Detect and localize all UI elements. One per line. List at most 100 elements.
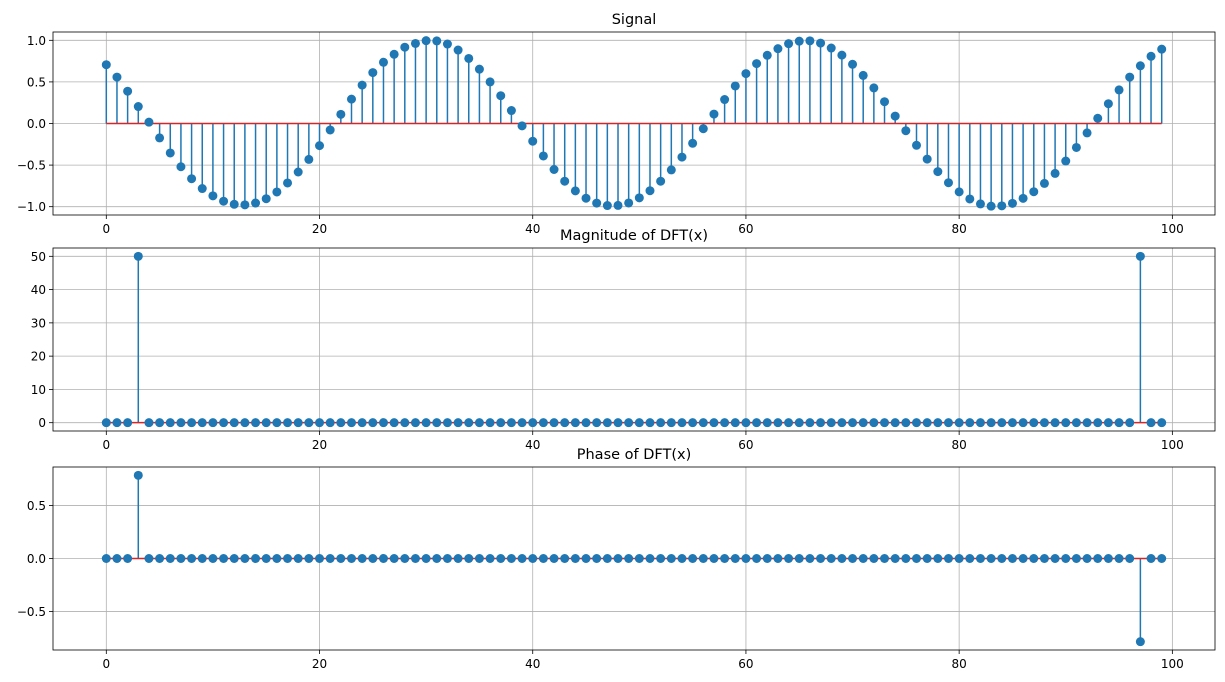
data-point	[1061, 418, 1071, 428]
chart-title: Signal	[612, 12, 657, 28]
data-point	[187, 174, 197, 184]
data-point	[943, 554, 953, 563]
data-point	[528, 554, 538, 563]
data-point	[677, 152, 687, 162]
data-point	[933, 167, 943, 177]
data-point	[784, 554, 794, 563]
data-point	[720, 554, 730, 563]
data-point	[901, 554, 911, 563]
data-point	[432, 36, 442, 46]
data-point	[1018, 193, 1028, 203]
data-point	[1103, 554, 1113, 563]
data-point	[165, 554, 175, 563]
data-point	[1039, 418, 1049, 428]
data-point	[368, 554, 378, 563]
data-point	[560, 554, 570, 563]
data-point	[251, 198, 261, 208]
data-point	[997, 418, 1007, 428]
y-tick-label: 50	[31, 250, 46, 264]
data-point	[464, 418, 474, 428]
data-point	[730, 554, 740, 563]
data-point	[229, 199, 239, 209]
data-point	[165, 148, 175, 158]
data-point	[336, 418, 346, 428]
data-point	[1103, 418, 1113, 428]
x-tick-label: 100	[1161, 438, 1184, 452]
data-point	[123, 418, 133, 428]
x-tick-label: 80	[952, 222, 967, 236]
data-point	[378, 418, 388, 428]
data-point	[848, 418, 858, 428]
data-point	[880, 554, 890, 563]
data-point	[410, 38, 420, 48]
data-point	[773, 44, 783, 54]
y-tick-label: 30	[31, 316, 46, 330]
data-point	[112, 72, 122, 82]
data-point	[613, 200, 623, 210]
data-point	[858, 418, 868, 428]
data-point	[741, 418, 751, 428]
data-point	[794, 554, 804, 563]
data-point	[773, 418, 783, 428]
data-point	[986, 201, 996, 211]
x-tick-label: 0	[102, 222, 110, 236]
data-point	[197, 184, 207, 194]
data-point	[954, 554, 964, 563]
data-point	[730, 418, 740, 428]
data-point	[560, 176, 570, 186]
data-point	[389, 49, 399, 59]
data-point	[922, 554, 932, 563]
data-point	[933, 418, 943, 428]
data-point	[283, 554, 293, 563]
data-point	[869, 554, 879, 563]
x-tick-label: 100	[1161, 222, 1184, 236]
data-point	[219, 418, 229, 428]
data-point	[133, 102, 143, 112]
y-tick-label: 0.0	[27, 552, 46, 566]
x-tick-label: 40	[525, 657, 540, 671]
x-tick-label: 80	[952, 657, 967, 671]
data-point	[325, 554, 335, 563]
data-point	[1050, 554, 1060, 563]
data-point	[123, 554, 133, 563]
data-point	[1135, 61, 1145, 71]
data-point	[901, 126, 911, 136]
data-point	[624, 554, 634, 563]
data-point	[517, 418, 527, 428]
data-point	[1114, 554, 1124, 563]
data-point	[133, 251, 143, 261]
data-point	[709, 109, 719, 119]
data-point	[197, 418, 207, 428]
data-point	[816, 38, 826, 48]
data-point	[421, 36, 431, 46]
data-point	[176, 418, 186, 428]
data-point	[837, 554, 847, 563]
data-point	[549, 554, 559, 563]
data-point	[943, 418, 953, 428]
data-point	[528, 136, 538, 146]
data-point	[261, 418, 271, 428]
data-point	[1125, 418, 1135, 428]
data-point	[1018, 418, 1028, 428]
data-point	[293, 554, 303, 563]
data-point	[1093, 418, 1103, 428]
data-point	[528, 418, 538, 428]
data-point	[474, 418, 484, 428]
data-point	[464, 53, 474, 63]
data-point	[293, 167, 303, 177]
data-point	[922, 418, 932, 428]
data-point	[346, 554, 356, 563]
data-point	[730, 81, 740, 91]
y-tick-label: 10	[31, 383, 46, 397]
data-point	[219, 554, 229, 563]
data-point	[816, 554, 826, 563]
chart-panel-1: 0 20 40 60 80 100 1.0 0.5 0.0 −0.5 −1.0 Signal	[17, 12, 1216, 236]
data-point	[176, 554, 186, 563]
data-point	[389, 418, 399, 428]
data-point	[1039, 554, 1049, 563]
data-point	[741, 554, 751, 563]
data-point	[496, 418, 506, 428]
data-point	[880, 97, 890, 107]
data-point	[453, 418, 463, 428]
